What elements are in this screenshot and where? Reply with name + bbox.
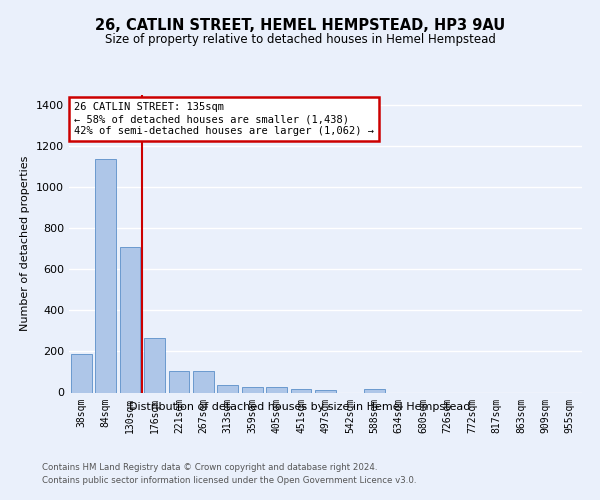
Bar bbox=[290, 390, 311, 392]
Bar bbox=[364, 390, 385, 392]
Bar bbox=[169, 370, 190, 392]
Bar bbox=[217, 386, 238, 392]
Bar bbox=[242, 387, 263, 392]
Bar bbox=[144, 338, 165, 392]
Bar bbox=[193, 370, 214, 392]
Bar bbox=[119, 247, 140, 392]
Text: 26, CATLIN STREET, HEMEL HEMPSTEAD, HP3 9AU: 26, CATLIN STREET, HEMEL HEMPSTEAD, HP3 … bbox=[95, 18, 505, 32]
Text: Contains HM Land Registry data © Crown copyright and database right 2024.: Contains HM Land Registry data © Crown c… bbox=[42, 462, 377, 471]
Bar bbox=[71, 354, 92, 393]
Bar bbox=[95, 158, 116, 392]
Text: Size of property relative to detached houses in Hemel Hempstead: Size of property relative to detached ho… bbox=[104, 32, 496, 46]
Bar bbox=[315, 390, 336, 392]
Bar bbox=[266, 387, 287, 392]
Y-axis label: Number of detached properties: Number of detached properties bbox=[20, 156, 31, 332]
Text: Contains public sector information licensed under the Open Government Licence v3: Contains public sector information licen… bbox=[42, 476, 416, 485]
Text: 26 CATLIN STREET: 135sqm
← 58% of detached houses are smaller (1,438)
42% of sem: 26 CATLIN STREET: 135sqm ← 58% of detach… bbox=[74, 102, 374, 136]
Text: Distribution of detached houses by size in Hemel Hempstead: Distribution of detached houses by size … bbox=[130, 402, 470, 412]
